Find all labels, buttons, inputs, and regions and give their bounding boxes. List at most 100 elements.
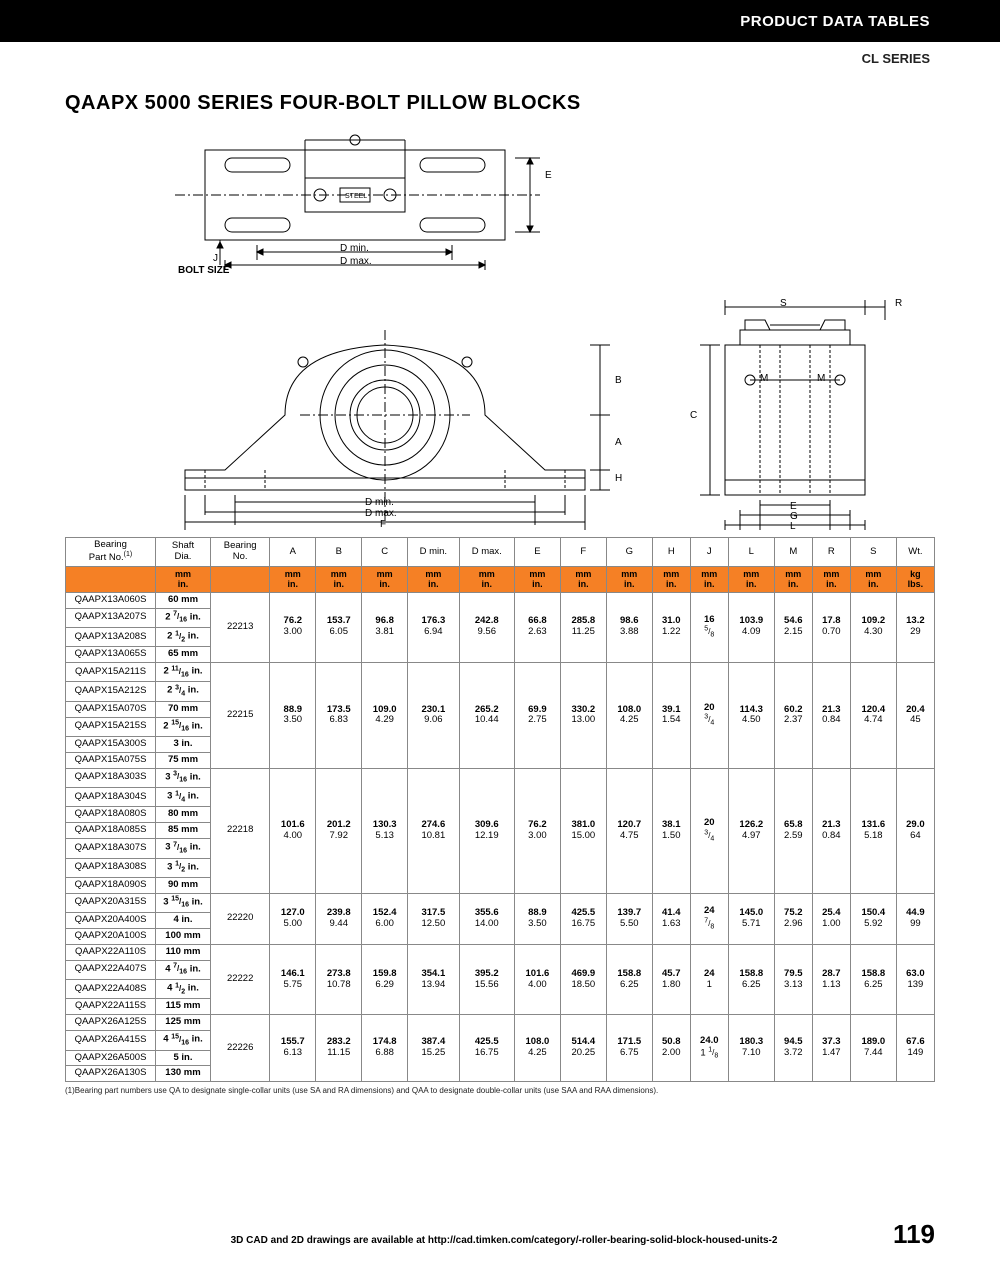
dim-M2: M [817, 373, 825, 384]
unit-cell: mmin. [459, 567, 514, 593]
value-cell: 355.614.00 [459, 893, 514, 944]
part-no-cell: QAAPX18A080S [66, 807, 156, 823]
col-header: G [606, 538, 652, 567]
shaft-cell: 3 15/16 in. [156, 893, 211, 912]
value-cell: 109.24.30 [850, 592, 896, 662]
unit-cell [66, 567, 156, 593]
data-table: BearingPart No.(1)ShaftDia.BearingNo.ABC… [65, 537, 935, 1082]
value-cell: 88.93.50 [514, 893, 560, 944]
value-cell: 50.82.00 [652, 1015, 690, 1082]
value-cell: 45.71.80 [652, 944, 690, 1014]
part-no-cell: QAAPX26A415S [66, 1031, 156, 1050]
bearing-no-cell: 22218 [211, 768, 270, 893]
value-cell: 44.999 [896, 893, 934, 944]
bearing-no-cell: 22213 [211, 592, 270, 662]
unit-cell: kglbs. [896, 567, 934, 593]
value-cell: 150.45.92 [850, 893, 896, 944]
col-header: L [728, 538, 774, 567]
content-area: QAAPX 5000 SERIES FOUR-BOLT PILLOW BLOCK… [0, 92, 1000, 1095]
value-cell: 241 [690, 944, 728, 1014]
dim-A: A [615, 437, 622, 448]
shaft-cell: 75 mm [156, 752, 211, 768]
value-cell: 158.86.25 [606, 944, 652, 1014]
value-cell: 131.65.18 [850, 768, 896, 893]
value-cell: 29.064 [896, 768, 934, 893]
value-cell: 31.01.22 [652, 592, 690, 662]
part-no-cell: QAAPX18A085S [66, 823, 156, 839]
part-no-cell: QAAPX22A408S [66, 980, 156, 999]
value-cell: 230.19.06 [408, 663, 459, 769]
dim-M1: M [760, 373, 768, 384]
value-cell: 101.64.00 [270, 768, 316, 893]
value-cell: 76.23.00 [270, 592, 316, 662]
value-cell: 28.71.13 [812, 944, 850, 1014]
value-cell: 114.34.50 [728, 663, 774, 769]
value-cell: 146.15.75 [270, 944, 316, 1014]
shaft-cell: 130 mm [156, 1066, 211, 1082]
shaft-cell: 2 11/16 in. [156, 663, 211, 682]
part-no-cell: QAAPX18A090S [66, 877, 156, 893]
value-cell: 174.86.88 [362, 1015, 408, 1082]
dim-E: E [545, 170, 552, 181]
part-no-cell: QAAPX20A400S [66, 913, 156, 929]
value-cell: 145.05.71 [728, 893, 774, 944]
col-header: H [652, 538, 690, 567]
footnote: (1)Bearing part numbers use QA to design… [65, 1086, 935, 1095]
value-cell: 203/4 [690, 663, 728, 769]
col-header: M [774, 538, 812, 567]
part-no-cell: QAAPX13A060S [66, 592, 156, 608]
value-cell: 158.86.25 [850, 944, 896, 1014]
shaft-cell: 4 7/16 in. [156, 960, 211, 979]
value-cell: 180.37.10 [728, 1015, 774, 1082]
col-header: BearingPart No.(1) [66, 538, 156, 567]
shaft-cell: 4 15/16 in. [156, 1031, 211, 1050]
dmax-bot: D max. [365, 508, 397, 519]
value-cell: 274.610.81 [408, 768, 459, 893]
value-cell: 108.04.25 [514, 1015, 560, 1082]
value-cell: 103.94.09 [728, 592, 774, 662]
page-number: 119 [893, 1219, 935, 1250]
shaft-cell: 2 3/4 in. [156, 682, 211, 701]
part-no-cell: QAAPX15A300S [66, 736, 156, 752]
value-cell: 75.22.96 [774, 893, 812, 944]
value-cell: 21.30.84 [812, 663, 850, 769]
part-no-cell: QAAPX15A212S [66, 682, 156, 701]
value-cell: 189.07.44 [850, 1015, 896, 1082]
unit-cell: mmin. [606, 567, 652, 593]
col-header: Wt. [896, 538, 934, 567]
dmax-top: D max. [340, 256, 372, 267]
footer: 3D CAD and 2D drawings are available at … [0, 1219, 1000, 1250]
value-cell: 66.82.63 [514, 592, 560, 662]
part-no-cell: QAAPX15A211S [66, 663, 156, 682]
value-cell: 387.415.25 [408, 1015, 459, 1082]
unit-cell: mmin. [270, 567, 316, 593]
shaft-cell: 3 1/4 in. [156, 788, 211, 807]
value-cell: 21.30.84 [812, 768, 850, 893]
part-no-cell: QAAPX22A115S [66, 999, 156, 1015]
value-cell: 285.811.25 [560, 592, 606, 662]
value-cell: 94.53.72 [774, 1015, 812, 1082]
shaft-cell: 80 mm [156, 807, 211, 823]
part-no-cell: QAAPX18A307S [66, 839, 156, 858]
value-cell: 265.210.44 [459, 663, 514, 769]
value-cell: 159.86.29 [362, 944, 408, 1014]
dim-L: L [790, 521, 796, 532]
value-cell: 67.6149 [896, 1015, 934, 1082]
shaft-cell: 60 mm [156, 592, 211, 608]
unit-cell: mmin. [728, 567, 774, 593]
value-cell: 283.211.15 [316, 1015, 362, 1082]
shaft-cell: 65 mm [156, 647, 211, 663]
shaft-cell: 4 in. [156, 913, 211, 929]
part-no-cell: QAAPX26A130S [66, 1066, 156, 1082]
value-cell: 98.63.88 [606, 592, 652, 662]
shaft-cell: 3 in. [156, 736, 211, 752]
value-cell: 120.74.75 [606, 768, 652, 893]
table-row: QAAPX13A060S60 mm2221376.23.00153.76.059… [66, 592, 935, 608]
value-cell: 425.516.75 [459, 1015, 514, 1082]
unit-cell: mmin. [362, 567, 408, 593]
value-cell: 109.04.29 [362, 663, 408, 769]
col-header: S [850, 538, 896, 567]
unit-cell: mmin. [514, 567, 560, 593]
value-cell: 38.11.50 [652, 768, 690, 893]
value-cell: 54.62.15 [774, 592, 812, 662]
